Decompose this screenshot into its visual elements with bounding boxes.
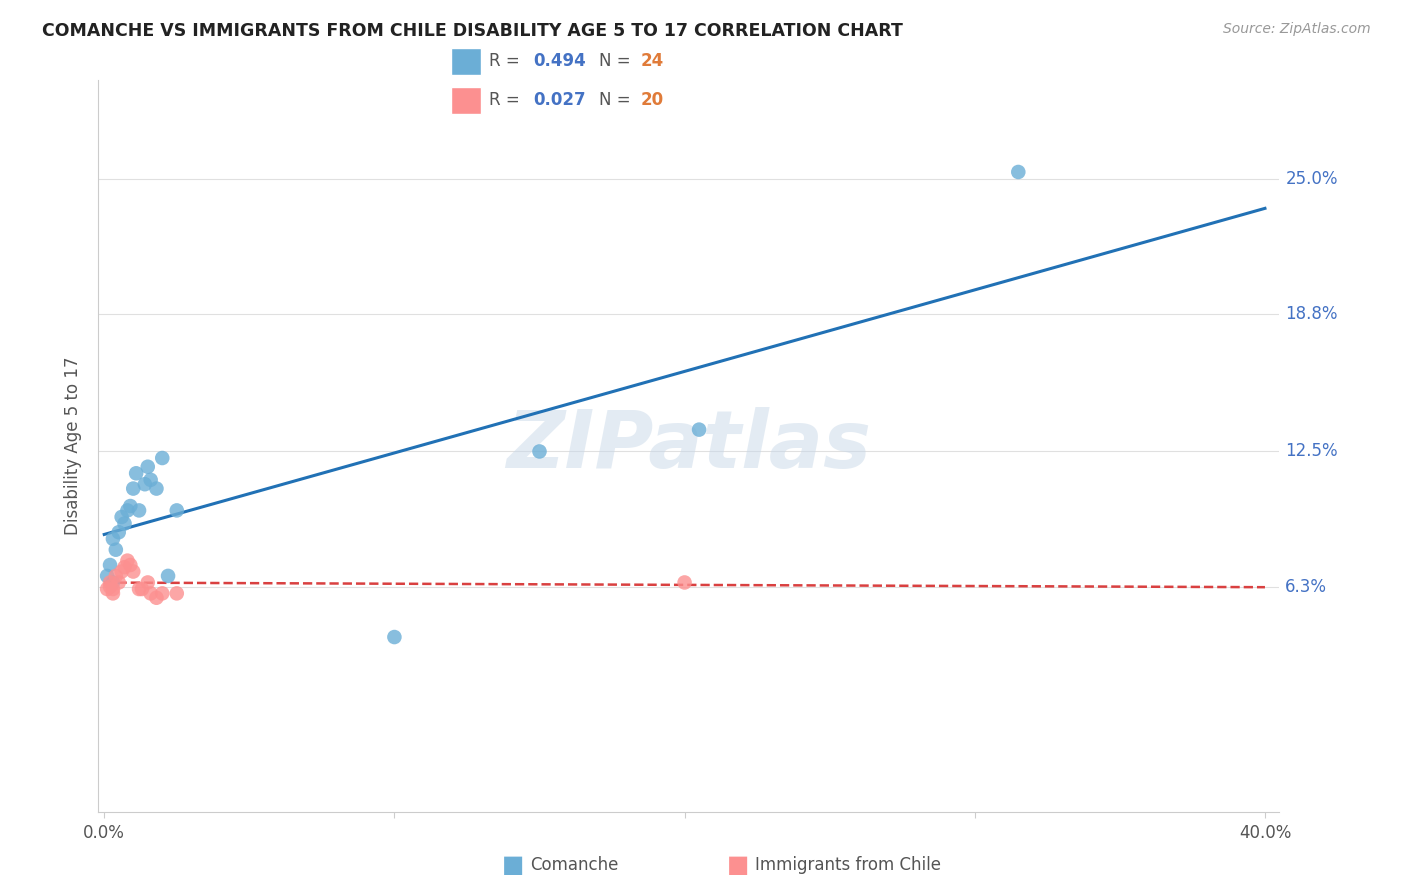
Text: Source: ZipAtlas.com: Source: ZipAtlas.com [1223,22,1371,37]
FancyBboxPatch shape [451,87,481,114]
Point [96,582,118,596]
Point [529,444,551,458]
Point [150,586,173,600]
Point [114,560,136,574]
Point [139,473,162,487]
Point [136,459,159,474]
FancyBboxPatch shape [451,47,481,75]
Point [111,510,134,524]
Point [1007,165,1029,179]
Text: 6.3%: 6.3% [1285,578,1327,596]
Text: 0.494: 0.494 [533,53,586,70]
Point [111,565,134,579]
Point [139,586,162,600]
Text: 12.5%: 12.5% [1285,442,1339,460]
Point [117,503,139,517]
Text: 24: 24 [640,53,664,70]
Text: ■: ■ [727,854,749,877]
Point [107,575,129,590]
Point [114,516,136,531]
Point [101,582,124,596]
Text: 20: 20 [640,91,664,109]
Point [104,542,127,557]
Text: 0.027: 0.027 [533,91,586,109]
Point [166,503,188,517]
Text: ■: ■ [502,854,524,877]
Point [117,554,139,568]
Y-axis label: Disability Age 5 to 17: Disability Age 5 to 17 [65,357,83,535]
Point [166,586,188,600]
Text: Comanche: Comanche [530,856,619,874]
Point [122,482,145,496]
Text: Immigrants from Chile: Immigrants from Chile [755,856,941,874]
Point [122,565,145,579]
Text: ZIPatlas: ZIPatlas [506,407,872,485]
Point [101,532,124,546]
Point [157,569,180,583]
Text: R =: R = [489,53,526,70]
Point [688,423,710,437]
Point [131,582,153,596]
Point [128,582,150,596]
Point [150,450,173,465]
Point [98,558,121,572]
Text: 25.0%: 25.0% [1285,169,1339,187]
Point [120,499,142,513]
Text: N =: N = [599,53,636,70]
Point [98,575,121,590]
Point [96,569,118,583]
Point [145,482,167,496]
Point [104,569,127,583]
Text: R =: R = [489,91,526,109]
Text: 18.8%: 18.8% [1285,305,1339,323]
Point [673,575,696,590]
Point [101,575,124,590]
Point [134,477,156,491]
Text: N =: N = [599,91,636,109]
Point [120,558,142,572]
Point [98,580,121,594]
Point [101,586,124,600]
Point [384,630,406,644]
Point [136,575,159,590]
Point [128,503,150,517]
Text: COMANCHE VS IMMIGRANTS FROM CHILE DISABILITY AGE 5 TO 17 CORRELATION CHART: COMANCHE VS IMMIGRANTS FROM CHILE DISABI… [42,22,903,40]
Point [145,591,167,605]
Point [125,467,148,481]
Point [107,525,129,540]
